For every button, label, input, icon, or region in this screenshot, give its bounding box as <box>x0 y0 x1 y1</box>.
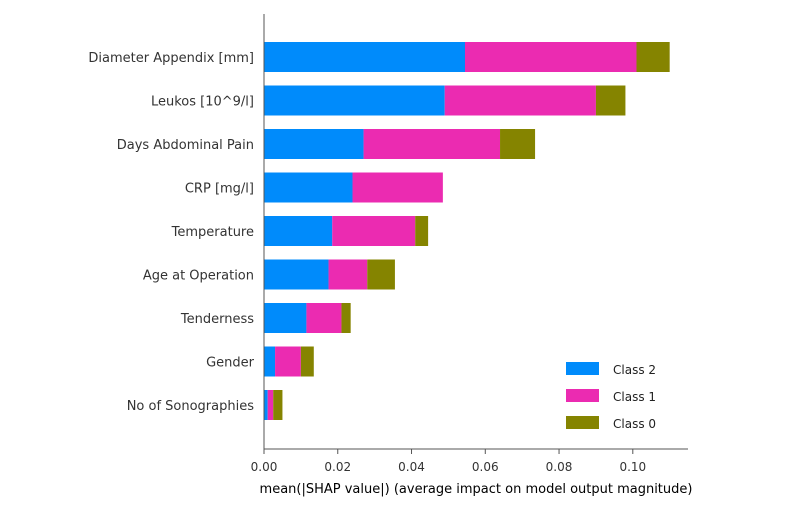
category-label: Tenderness <box>180 312 254 327</box>
x-tick-label: 0.02 <box>324 460 351 474</box>
bar-class-0-5 <box>367 259 395 290</box>
category-label: No of Sonographies <box>127 399 255 414</box>
x-axis-ticks: 0.00 0.02 0.04 0.06 0.08 0.10 <box>251 449 646 474</box>
bar-class-2-1 <box>264 85 445 116</box>
bar-class-0-4 <box>415 216 429 246</box>
bar-class-1-3 <box>352 172 443 203</box>
legend-label-class-2: Class 2 <box>613 363 656 377</box>
legend-swatch-class-0 <box>566 416 599 429</box>
x-tick-label: 0.04 <box>398 460 425 474</box>
legend-swatch-class-1 <box>566 389 599 402</box>
x-tick-label: 0.08 <box>546 460 573 474</box>
legend-label-class-1: Class 1 <box>613 390 656 404</box>
bar-class-2-6 <box>264 303 307 333</box>
bars-layer <box>264 42 670 420</box>
bar-class-1-8 <box>267 390 274 420</box>
category-label: Days Abdominal Pain <box>117 138 254 153</box>
bar-class-0-7 <box>300 346 314 377</box>
bar-class-2-4 <box>264 216 333 246</box>
bar-class-1-2 <box>363 129 501 159</box>
bar-class-2-2 <box>264 129 364 159</box>
bar-class-1-0 <box>464 42 637 72</box>
legend-swatch-class-2 <box>566 362 599 375</box>
bar-class-0-6 <box>341 303 351 333</box>
x-tick-label: 0.00 <box>251 460 278 474</box>
bar-class-1-5 <box>328 259 368 290</box>
x-axis-title: mean(|SHAP value|) (average impact on mo… <box>260 482 693 497</box>
x-tick-label: 0.10 <box>619 460 646 474</box>
bar-class-0-1 <box>595 85 626 116</box>
category-label: CRP [mg/l] <box>185 182 254 197</box>
category-label: Gender <box>206 356 255 371</box>
category-label: Age at Operation <box>143 269 254 284</box>
bar-class-2-8 <box>264 390 268 420</box>
category-label: Temperature <box>171 225 254 240</box>
category-labels: Diameter Appendix [mm] Leukos [10^9/l] Day… <box>88 51 254 414</box>
bar-class-2-3 <box>264 172 353 203</box>
bar-class-0-2 <box>500 129 536 159</box>
bar-class-1-1 <box>444 85 596 116</box>
bar-class-2-7 <box>264 346 276 377</box>
bar-class-1-7 <box>275 346 301 377</box>
bar-class-1-6 <box>306 303 342 333</box>
bar-class-2-5 <box>264 259 329 290</box>
legend: Class 2 Class 1 Class 0 <box>566 362 656 431</box>
category-label: Leukos [10^9/l] <box>151 95 254 110</box>
bar-class-0-0 <box>636 42 670 72</box>
bar-class-0-8 <box>273 390 283 420</box>
x-tick-label: 0.06 <box>472 460 499 474</box>
category-label: Diameter Appendix [mm] <box>88 51 254 66</box>
legend-label-class-0: Class 0 <box>613 417 656 431</box>
bar-class-1-4 <box>332 216 416 246</box>
bar-class-2-0 <box>264 42 465 72</box>
